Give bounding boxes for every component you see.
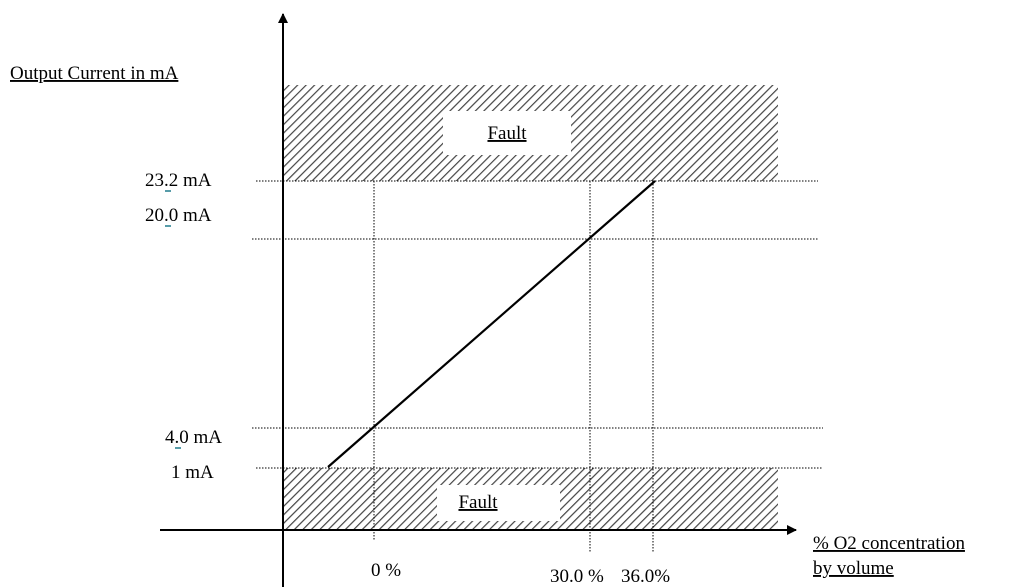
fault-label-box-bottom [437,485,560,521]
x-tick-label: 0 % [371,560,401,581]
x-tick-label: 30.0 % [550,566,604,587]
x-axis-title-line1: % O2 concentration [813,533,965,554]
y-tick-label: 20.0 mA [145,205,212,226]
y-tick-label: 4.0 mA [165,427,222,448]
fault-label-box-top [443,111,571,155]
x-axis-title-line2: by volume [813,558,894,579]
x-tick-label: 36.0% [621,566,670,587]
y-tick-label: 23.2 mA [145,170,212,191]
fault-top-label: Fault [487,123,527,144]
y-axis-title: Output Current in mA [10,63,179,84]
y-tick-label: 1 mA [171,462,214,483]
fault-bottom-label: Fault [458,492,498,513]
output-characteristic-line [327,180,656,468]
